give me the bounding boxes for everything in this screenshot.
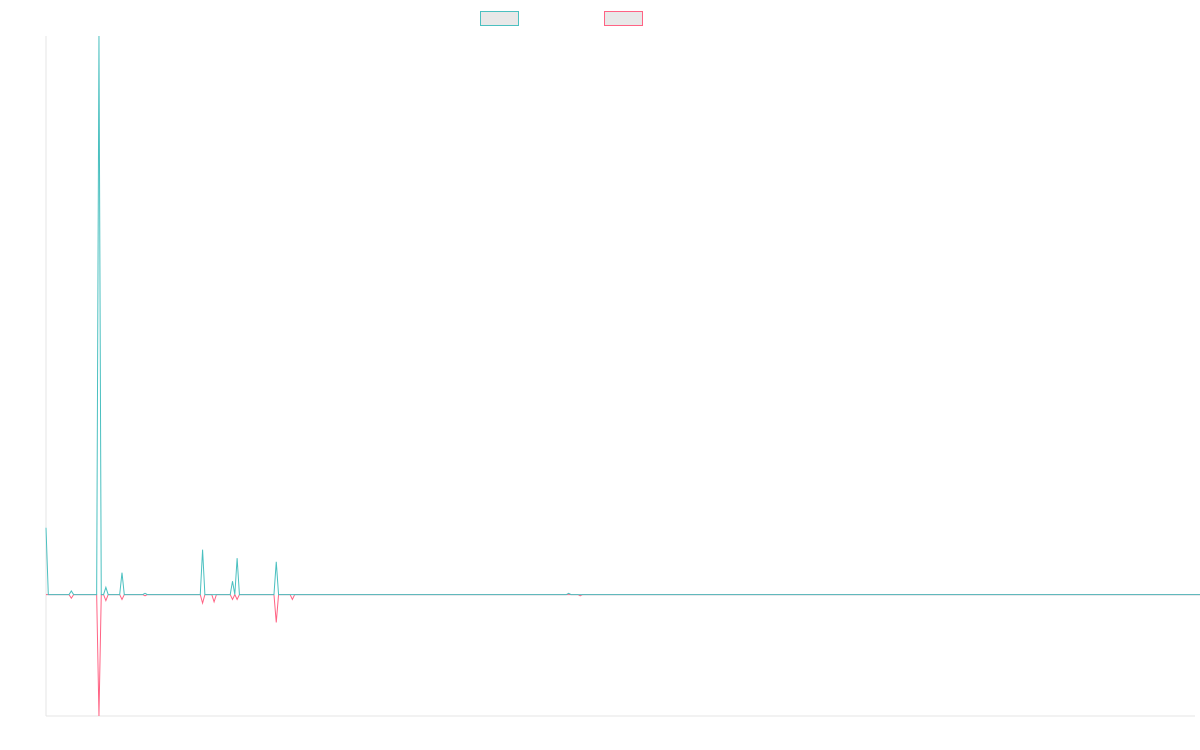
legend-item-series-1[interactable] [480, 9, 519, 27]
legend-swatch-series-1 [480, 10, 519, 26]
legend-item-series-2[interactable] [604, 9, 643, 27]
axes [45, 36, 1195, 717]
series-line-1 [45, 35, 1200, 596]
legend-swatch-series-2 [604, 10, 643, 26]
series-layer [45, 35, 1200, 717]
legend [0, 9, 1200, 27]
series-line-2 [46, 593, 1200, 717]
